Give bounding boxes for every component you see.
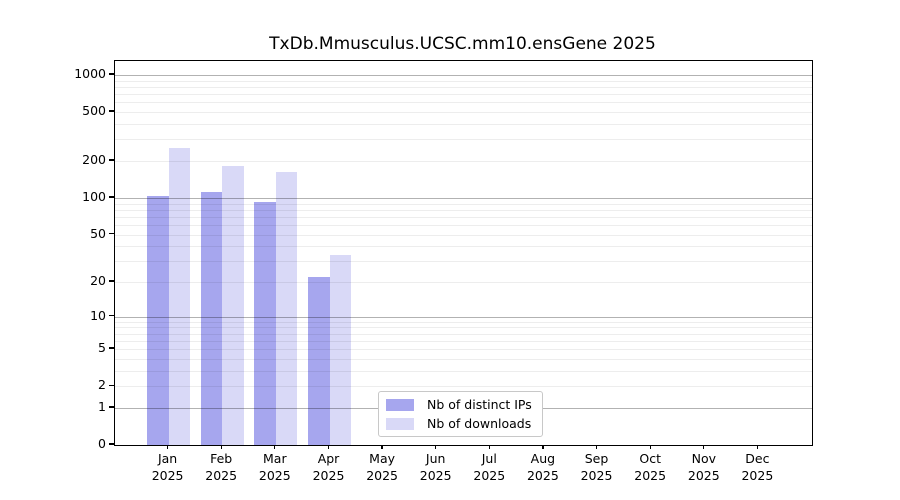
y-tick-label-1: 1 — [98, 398, 106, 414]
y-tick-label-10: 10 — [90, 307, 106, 323]
legend-swatch-distinct-ips-icon — [386, 398, 414, 411]
x-tick-label-sep: Sep 2025 — [557, 450, 637, 484]
x-tick-sep — [595, 445, 598, 450]
x-tick-month: Jan — [157, 451, 178, 466]
x-tick-month: May — [369, 451, 396, 466]
plot-area — [114, 60, 813, 446]
x-tick-month: Oct — [639, 451, 661, 466]
gridline-minor-700 — [115, 94, 812, 96]
y-tick-label-0: 0 — [98, 436, 106, 451]
bar-distinct-ips-mar — [254, 201, 276, 445]
y-tick-label-1000: 1000 — [74, 66, 106, 81]
x-tick-year: 2025 — [205, 468, 238, 483]
gridline-minor-400 — [115, 124, 812, 125]
x-tick-month: Nov — [691, 451, 716, 466]
x-tick-year: 2025 — [580, 468, 613, 483]
x-tick-month: Feb — [210, 451, 233, 466]
x-tick-year: 2025 — [634, 468, 667, 483]
x-tick-month: Jun — [425, 451, 446, 466]
y-tick-label-20: 20 — [90, 273, 106, 288]
legend-swatch-downloads-icon — [386, 417, 414, 430]
y-tick-1 — [109, 406, 114, 408]
x-tick-dec — [756, 445, 759, 450]
legend-item-distinct-ips: Nb of distinct IPs — [386, 396, 542, 412]
legend: Nb of distinct IPs Nb of downloads — [378, 391, 543, 437]
y-tick-2 — [109, 384, 114, 386]
y-tick-0 — [109, 443, 114, 445]
bar-distinct-ips-apr — [308, 277, 330, 445]
gridline-major-1000 — [115, 75, 812, 76]
x-tick-month: Apr — [317, 451, 340, 466]
x-tick-label-jan: Jan 2025 — [128, 450, 208, 484]
gridline-minor-500 — [115, 112, 812, 114]
x-tick-year: 2025 — [258, 468, 291, 483]
x-tick-label-dec: Dec 2025 — [717, 450, 797, 484]
bar-distinct-ips-feb — [200, 191, 223, 445]
x-tick-jun — [435, 445, 437, 450]
x-tick-year: 2025 — [151, 468, 184, 483]
y-tick-label-500: 500 — [82, 103, 106, 119]
x-tick-label-feb: Feb 2025 — [181, 450, 261, 484]
x-tick-label-jul: Jul 2025 — [449, 450, 529, 484]
bar-downloads-jan — [168, 147, 191, 445]
legend-label-distinct-ips: Nb of distinct IPs — [427, 396, 532, 412]
y-tick-label-200: 200 — [82, 152, 106, 167]
y-tick-200 — [109, 159, 114, 161]
x-tick-jul — [488, 445, 490, 450]
y-tick-100 — [109, 196, 114, 198]
bar-downloads-mar — [275, 171, 298, 445]
y-tick-1000 — [109, 73, 114, 75]
x-tick-year: 2025 — [473, 468, 506, 483]
bar-downloads-feb — [222, 166, 244, 445]
y-tick-label-5: 5 — [98, 340, 106, 356]
gridline-minor-600 — [115, 102, 812, 104]
x-tick-year: 2025 — [526, 468, 559, 483]
y-tick-500 — [109, 110, 114, 112]
y-tick-label-2: 2 — [98, 377, 106, 393]
x-tick-label-mar: Mar 2025 — [235, 450, 315, 484]
x-tick-label-nov: Nov 2025 — [664, 450, 744, 484]
x-tick-year: 2025 — [687, 468, 720, 483]
x-tick-year: 2025 — [312, 468, 345, 483]
gridline-minor-800 — [115, 87, 812, 88]
x-tick-label-aug: Aug 2025 — [503, 450, 583, 484]
y-tick-20 — [109, 280, 114, 282]
x-tick-label-oct: Oct 2025 — [610, 450, 690, 484]
x-tick-oct — [649, 445, 651, 450]
legend-label-downloads: Nb of downloads — [427, 415, 532, 431]
x-tick-may — [381, 445, 383, 450]
x-tick-month: Dec — [745, 451, 770, 466]
x-tick-aug — [542, 445, 544, 450]
gridline-minor-200 — [115, 161, 812, 162]
x-tick-mar — [274, 445, 276, 450]
x-tick-feb — [220, 445, 222, 450]
gridline-minor-900 — [115, 80, 812, 82]
x-tick-year: 2025 — [419, 468, 452, 483]
x-tick-month: Jul — [481, 451, 497, 466]
x-tick-year: 2025 — [366, 468, 398, 483]
x-tick-jan — [166, 445, 169, 450]
x-tick-label-jun: Jun 2025 — [396, 450, 476, 484]
x-tick-apr — [327, 445, 330, 450]
x-tick-month: Mar — [263, 451, 287, 466]
x-tick-label-apr: Apr 2025 — [289, 450, 369, 484]
bar-distinct-ips-jan — [147, 195, 169, 445]
gridline-minor-300 — [115, 139, 812, 141]
y-tick-5 — [109, 347, 114, 349]
y-tick-label-50: 50 — [90, 225, 106, 241]
y-tick-10 — [109, 314, 114, 317]
x-tick-month: Aug — [530, 451, 556, 466]
x-tick-nov — [703, 445, 705, 450]
y-tick-50 — [109, 232, 114, 235]
y-tick-label-100: 100 — [82, 188, 106, 204]
chart-title: TxDb.Mmusculus.UCSC.mm10.ensGene 2025 — [269, 34, 656, 54]
legend-item-downloads: Nb of downloads — [386, 415, 542, 431]
x-tick-month: Sep — [584, 451, 609, 466]
x-tick-label-may: May 2025 — [342, 450, 422, 484]
x-tick-year: 2025 — [741, 468, 774, 483]
bar-downloads-apr — [329, 254, 351, 445]
